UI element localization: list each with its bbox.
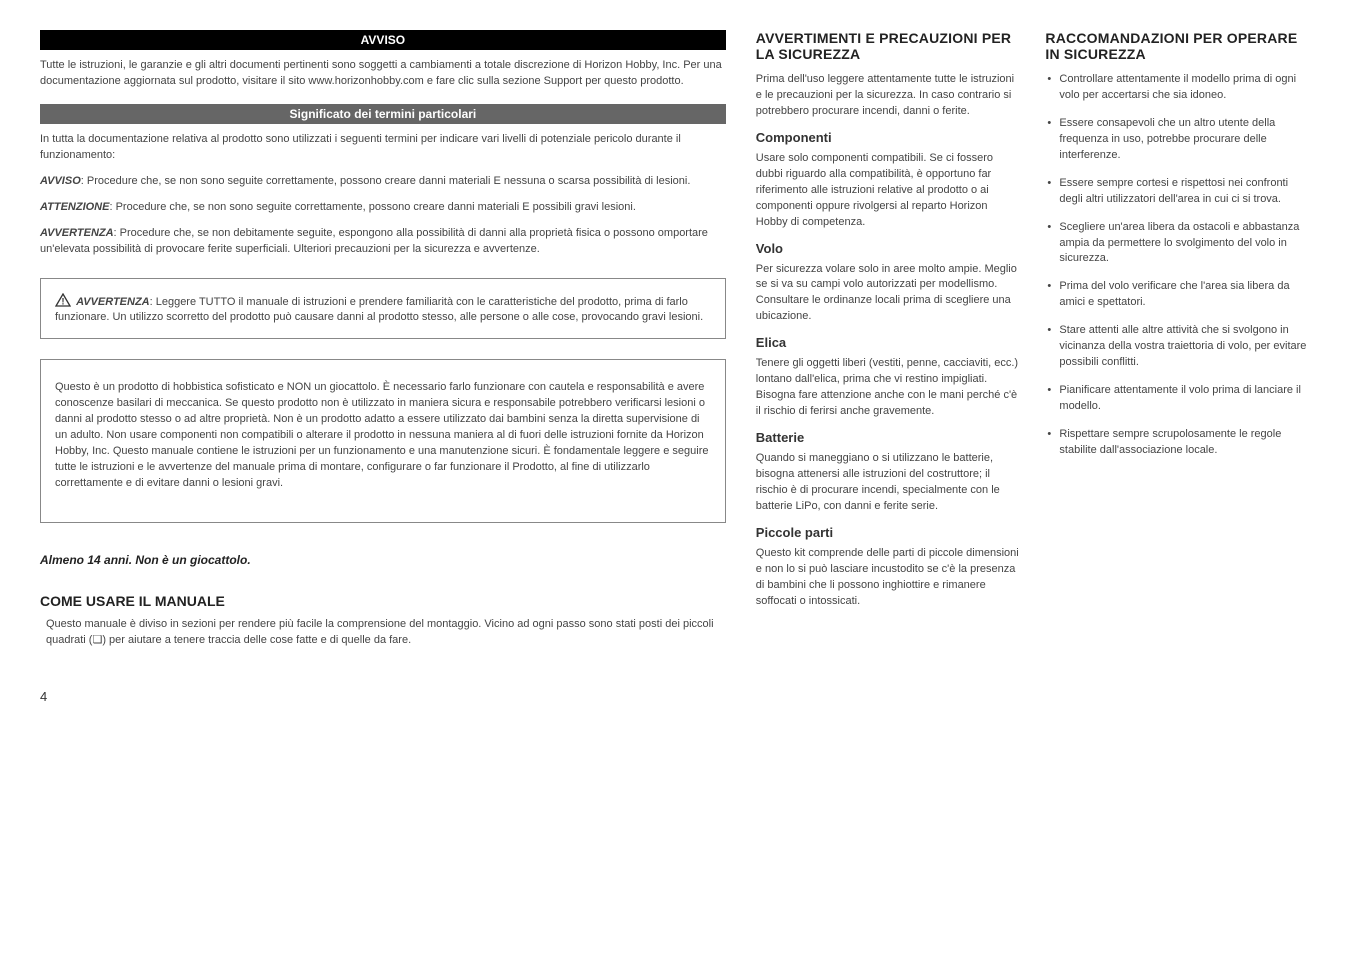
batterie-title: Batterie bbox=[756, 430, 1021, 445]
warning-box-1-label: AVVERTENZA bbox=[76, 296, 150, 308]
term-attenzione: ATTENZIONE: Procedure che, se non sono s… bbox=[40, 200, 726, 216]
precautions-heading: AVVERTIMENTI E PRECAUZIONI PER LA SICURE… bbox=[756, 30, 1021, 62]
age-note: Almeno 14 anni. Non è un giocattolo. bbox=[40, 553, 726, 567]
manual-text: Questo manuale è diviso in sezioni per r… bbox=[40, 617, 726, 649]
elica-body: Tenere gli oggetti liberi (vestiti, penn… bbox=[756, 356, 1021, 420]
list-item: Pianificare attentamente il volo prima d… bbox=[1045, 383, 1310, 415]
elica-title: Elica bbox=[756, 335, 1021, 350]
list-item: Stare attenti alle altre attività che si… bbox=[1045, 323, 1310, 371]
piccole-parti-title: Piccole parti bbox=[756, 525, 1021, 540]
significato-intro: In tutta la documentazione relativa al p… bbox=[40, 132, 726, 164]
batterie-body: Quando si maneggiano o si utilizzano le … bbox=[756, 451, 1021, 515]
list-item: Controllare attentamente il modello prim… bbox=[1045, 72, 1310, 104]
warning-box-1-text: ! AVVERTENZA: Leggere TUTTO il manuale d… bbox=[55, 291, 711, 327]
right-column: RACCOMANDAZIONI PER OPERARE IN SICUREZZA… bbox=[1045, 30, 1310, 704]
componenti-body: Usare solo componenti compatibili. Se ci… bbox=[756, 151, 1021, 231]
warning-box-1: ! AVVERTENZA: Leggere TUTTO il manuale d… bbox=[40, 278, 726, 340]
avviso-header: AVVISO bbox=[40, 30, 726, 50]
list-item: Essere consapevoli che un altro utente d… bbox=[1045, 116, 1310, 164]
term-avvertenza: AVVERTENZA: Procedure che, se non debita… bbox=[40, 226, 726, 258]
manual-heading: COME USARE IL MANUALE bbox=[40, 593, 726, 609]
term-attenzione-label: ATTENZIONE bbox=[40, 201, 109, 213]
significato-header: Significato dei termini particolari bbox=[40, 104, 726, 124]
middle-column: AVVERTIMENTI E PRECAUZIONI PER LA SICURE… bbox=[756, 30, 1021, 704]
term-avviso: AVVISO: Procedure che, se non sono segui… bbox=[40, 174, 726, 190]
list-item: Essere sempre cortesi e rispettosi nei c… bbox=[1045, 176, 1310, 208]
warning-box-1-body: : Leggere TUTTO il manuale di istruzioni… bbox=[55, 296, 703, 324]
term-avviso-label: AVVISO bbox=[40, 175, 81, 187]
list-item: Rispettare sempre scrupolosamente le reg… bbox=[1045, 427, 1310, 459]
recommendations-list: Controllare attentamente il modello prim… bbox=[1045, 72, 1310, 459]
list-item: Scegliere un'area libera da ostacoli e a… bbox=[1045, 220, 1310, 268]
volo-title: Volo bbox=[756, 241, 1021, 256]
list-item: Prima del volo verificare che l'area sia… bbox=[1045, 279, 1310, 311]
term-avviso-text: : Procedure che, se non sono seguite cor… bbox=[81, 175, 691, 187]
recommendations-heading: RACCOMANDAZIONI PER OPERARE IN SICUREZZA bbox=[1045, 30, 1310, 62]
piccole-parti-body: Questo kit comprende delle parti di picc… bbox=[756, 546, 1021, 610]
svg-text:!: ! bbox=[62, 296, 65, 306]
volo-body: Per sicurezza volare solo in aree molto … bbox=[756, 262, 1021, 326]
warning-triangle-icon: ! bbox=[55, 293, 71, 307]
warning-box-2: Questo è un prodotto di hobbistica sofis… bbox=[40, 359, 726, 523]
precautions-intro: Prima dell'uso leggere attentamente tutt… bbox=[756, 72, 1021, 120]
left-column: AVVISO Tutte le istruzioni, le garanzie … bbox=[40, 30, 726, 704]
warning-box-2-text: Questo è un prodotto di hobbistica sofis… bbox=[55, 380, 711, 492]
term-avvertenza-text: : Procedure che, se non debitamente segu… bbox=[40, 227, 708, 255]
term-avvertenza-label: AVVERTENZA bbox=[40, 227, 114, 239]
term-attenzione-text: : Procedure che, se non sono seguite cor… bbox=[109, 201, 635, 213]
avviso-body: Tutte le istruzioni, le garanzie e gli a… bbox=[40, 58, 726, 90]
componenti-title: Componenti bbox=[756, 130, 1021, 145]
page-number: 4 bbox=[40, 689, 726, 704]
